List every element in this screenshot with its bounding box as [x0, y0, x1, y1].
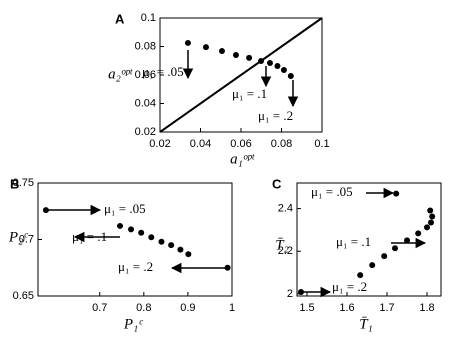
point [138, 229, 145, 236]
plot-frame [296, 182, 442, 297]
annotation: μ₁ = .1 [232, 86, 267, 101]
x-tick-label: 0.7 [92, 302, 107, 314]
annotation: μ₁ = .2 [118, 259, 153, 274]
y-tick-label: 0.75 [13, 177, 34, 189]
point [202, 44, 209, 51]
y-tick-label: 2.4 [278, 202, 293, 214]
diagonal [159, 17, 323, 133]
y-axis-label: T̄₂ [275, 237, 289, 253]
x-tick-label: 0.08 [271, 138, 292, 150]
point [298, 288, 304, 295]
x-tick-label: 0.1 [314, 138, 329, 150]
point [266, 60, 273, 67]
point [357, 272, 364, 279]
x-tick-label: 0.02 [149, 138, 170, 150]
x-tick-label: 1 [229, 302, 235, 314]
point [184, 39, 191, 46]
x-axis-label: T̄₁ [359, 316, 373, 332]
point [258, 58, 265, 65]
point [177, 246, 184, 253]
x-tick-label: 0.04 [190, 138, 211, 150]
y-axis-label: a₂ᵒᵖᵗ [108, 66, 133, 82]
annotation: μ₁ = .05 [311, 184, 353, 199]
plot-frame [37, 182, 233, 297]
point [42, 207, 49, 214]
point [404, 237, 410, 244]
annotation: μ₁ = .1 [336, 234, 371, 249]
x-tick-label: 1.8 [419, 302, 434, 314]
x-tick-label: 0.9 [180, 302, 195, 314]
y-tick-label: 0.65 [13, 290, 34, 302]
x-axis-label: a₁ᵒᵖᵗ [230, 151, 255, 167]
y-tick-label: 2 [287, 288, 293, 300]
y-tick-label: 0.7 [19, 233, 34, 245]
x-tick-label: 1.7 [379, 302, 394, 314]
point [246, 54, 253, 61]
point [117, 222, 124, 229]
point [392, 245, 398, 252]
x-axis-label: P₁ᶜ [123, 316, 143, 332]
point [185, 251, 192, 258]
panel-letter: B [10, 176, 19, 191]
point [224, 264, 231, 271]
x-tick-label: 1.6 [339, 302, 354, 314]
panel-letter: C [272, 176, 282, 191]
panel-letter: A [115, 11, 125, 26]
x-tick-label: 0.8 [136, 302, 151, 314]
point [128, 226, 135, 233]
point [381, 253, 388, 260]
annotation: μ₁ = .05 [142, 64, 184, 79]
y-tick-label: 0.02 [135, 126, 156, 138]
point [218, 48, 225, 55]
y-tick-label: 0.08 [135, 40, 156, 52]
point [274, 63, 281, 70]
point [148, 234, 155, 241]
y-tick-label: 0.06 [135, 69, 156, 81]
arrows [46, 50, 427, 298]
point [415, 230, 422, 237]
annotation: μ₁ = .05 [104, 201, 146, 216]
point [168, 242, 175, 249]
point [158, 238, 165, 245]
y-axis-label: P₂ᶜ [8, 229, 28, 245]
annotation: μ₁ = .1 [72, 229, 107, 244]
annotation: μ₁ = .2 [258, 108, 293, 123]
x-tick-label: 0.06 [230, 138, 251, 150]
y-tick-label: 0.1 [141, 12, 156, 24]
y-tick-label: 2.2 [278, 245, 293, 257]
point [428, 219, 434, 226]
point [429, 213, 436, 220]
x-tick-label: 1.5 [299, 302, 314, 314]
point [232, 52, 239, 59]
point [369, 262, 376, 269]
y-tick-label: 0.04 [135, 97, 156, 109]
point [393, 190, 400, 197]
point [427, 207, 434, 214]
point [287, 72, 294, 79]
annotation: μ₁ = .2 [332, 279, 367, 294]
point [280, 67, 287, 74]
point [424, 224, 430, 231]
